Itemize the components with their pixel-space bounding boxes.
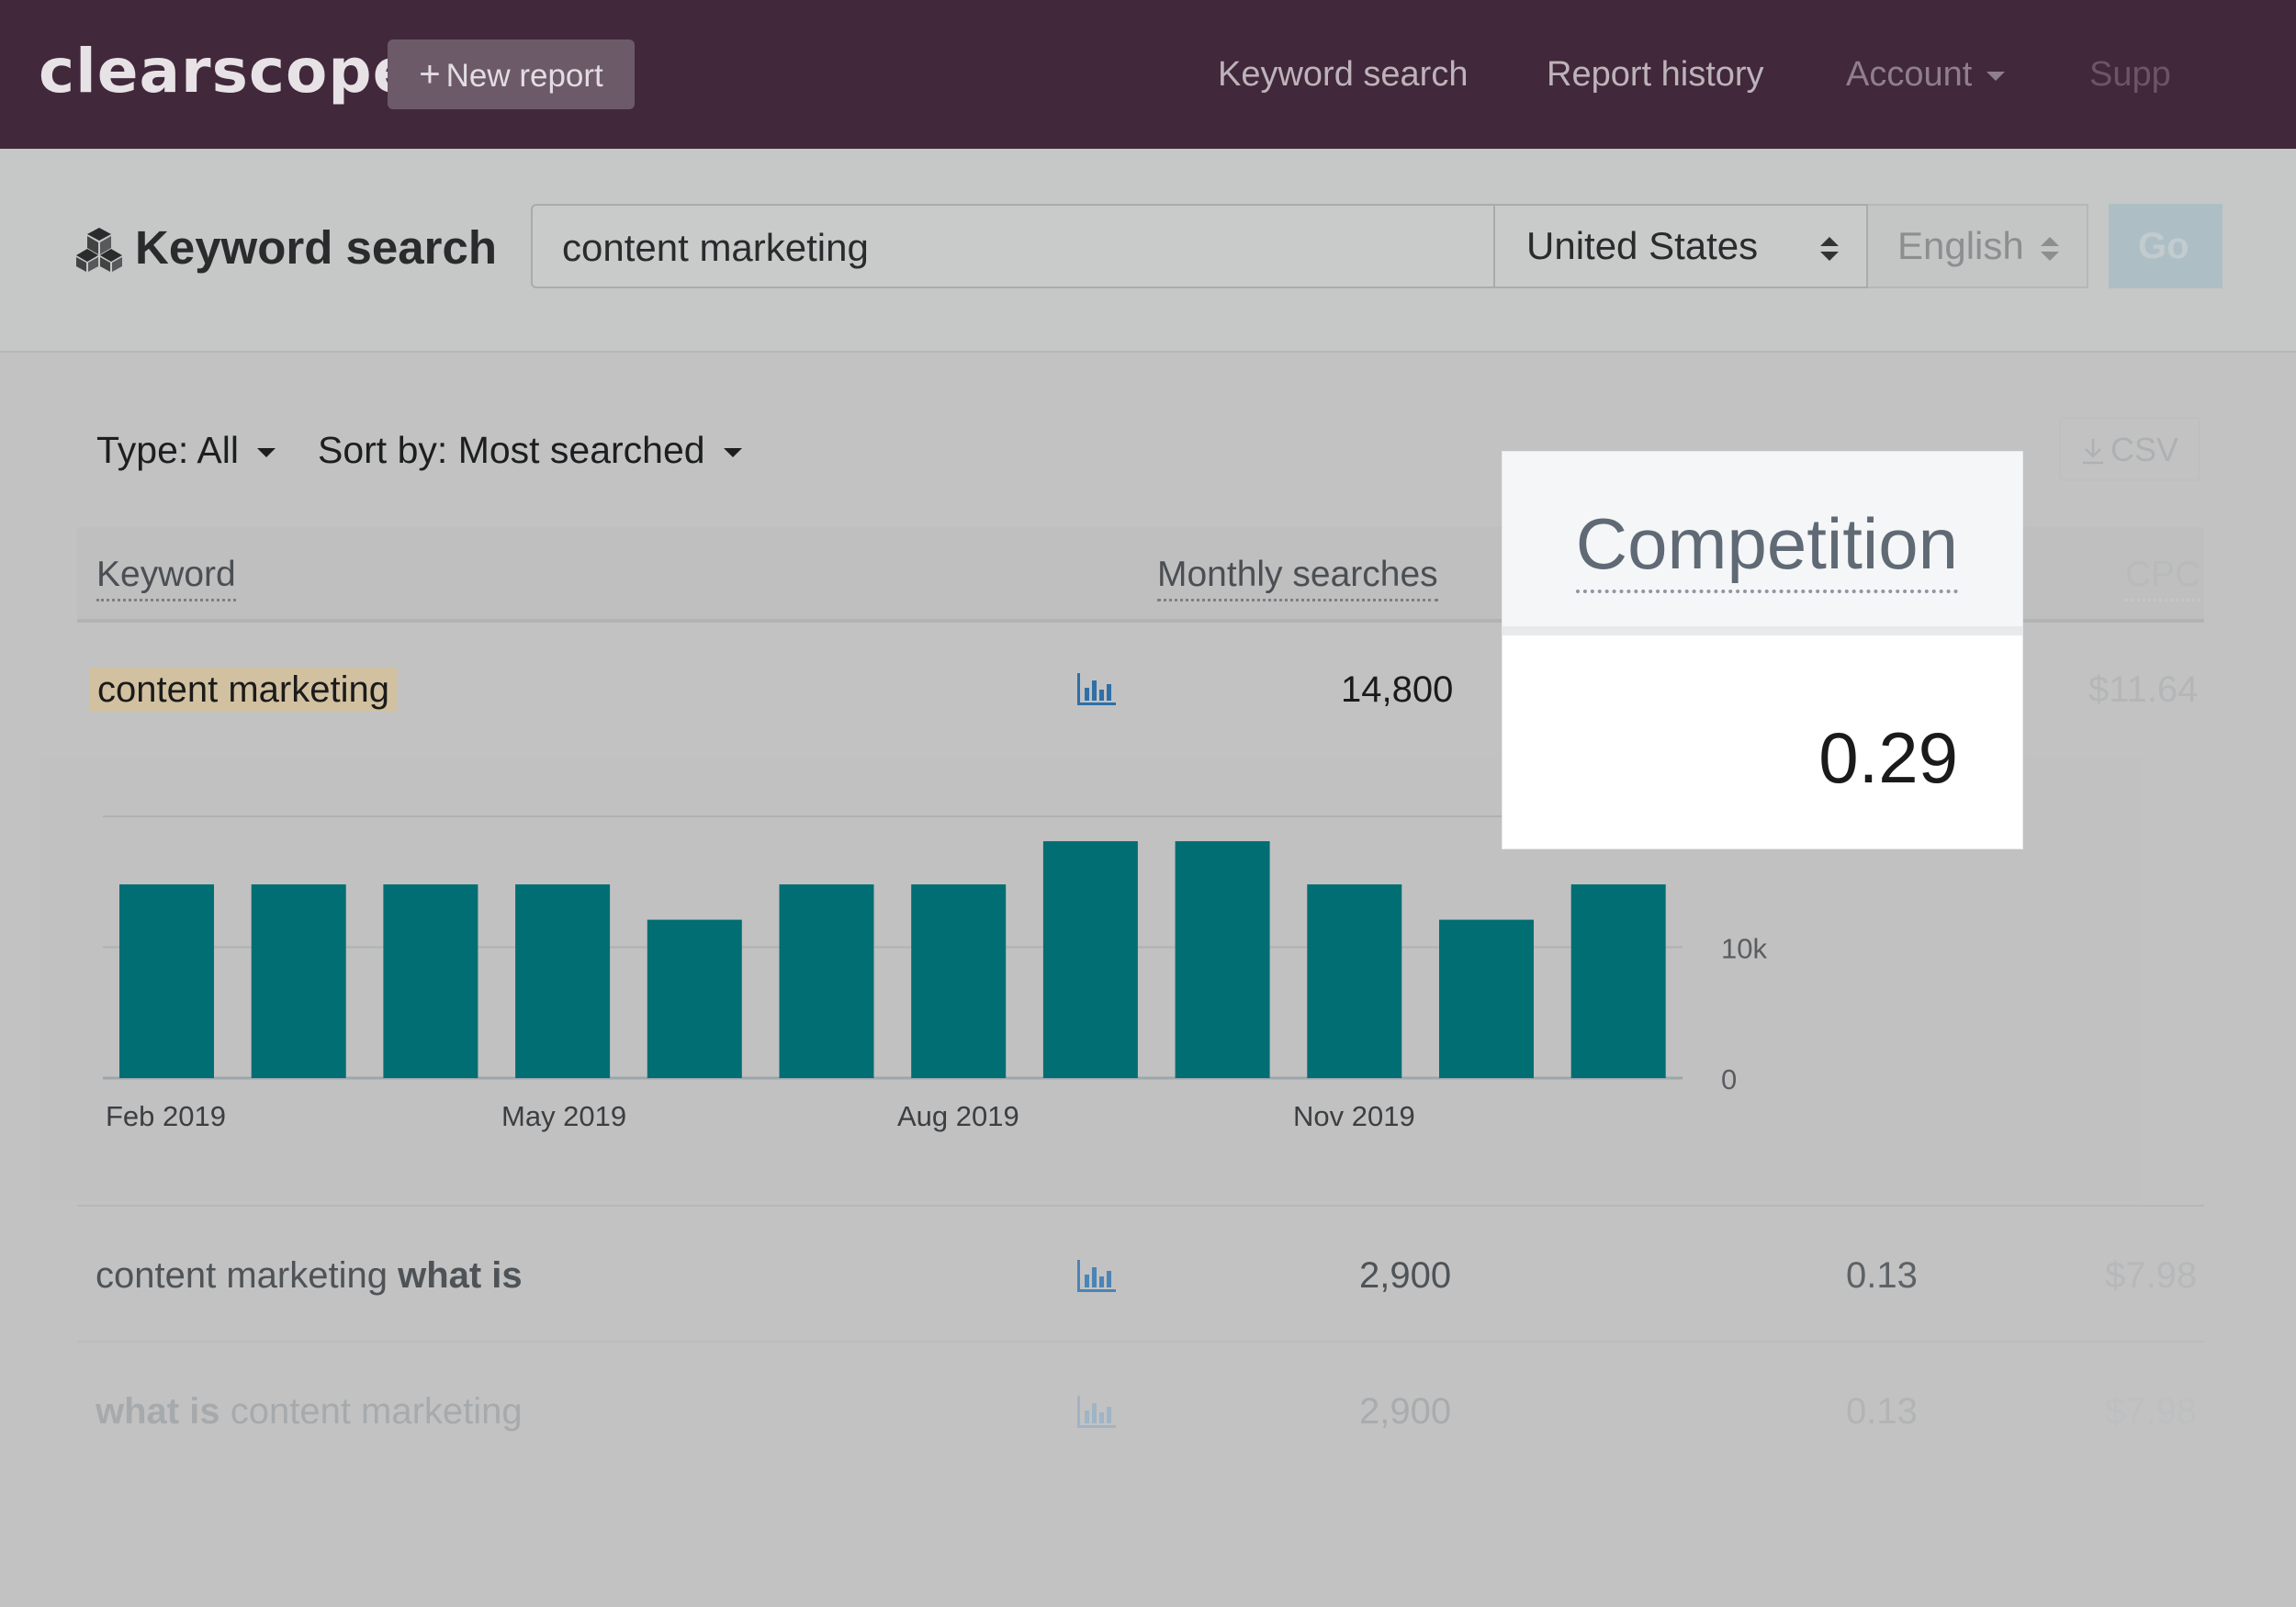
chart-bar[interactable]: [515, 884, 611, 1078]
sort-by-dropdown[interactable]: Sort by: Most searched: [318, 424, 742, 476]
language-select-value: English: [1897, 224, 2024, 267]
chevron-down-icon: [723, 448, 742, 458]
keyword-bold: what is: [398, 1255, 523, 1296]
cpc-value: $7.98: [2105, 1391, 2198, 1432]
country-select[interactable]: United States: [1495, 204, 1868, 288]
nav-support-clip: Supp: [2085, 0, 2186, 149]
competition-value: 0.13: [1846, 1255, 1918, 1296]
monthly-searches-value: 2,900: [1359, 1255, 1452, 1296]
cpc-value: $7.98: [2105, 1255, 2198, 1296]
nav-account[interactable]: Account: [1846, 51, 2006, 98]
bar-chart-icon[interactable]: [1077, 1260, 1116, 1293]
table-row-keyword[interactable]: content marketing what is: [96, 1251, 523, 1300]
csv-label: CSV: [2110, 431, 2179, 468]
x-tick-label: Feb 2019: [106, 1100, 226, 1132]
col-keyword[interactable]: Keyword: [96, 551, 236, 601]
sort-updown-icon: [2041, 237, 2059, 261]
chart-bar[interactable]: [1175, 841, 1270, 1078]
sort-updown-icon: [1820, 237, 1839, 261]
type-filter-dropdown[interactable]: Type: All: [96, 424, 276, 476]
chart-bar[interactable]: [1307, 884, 1402, 1078]
keyword-bold: what is: [96, 1391, 220, 1432]
nav-account-label: Account: [1846, 55, 1973, 94]
top-navbar: clearscope + New report Keyword search Re…: [0, 0, 2296, 149]
new-report-button[interactable]: + New report: [388, 39, 635, 109]
keyword-plain: content marketing: [230, 1391, 523, 1432]
chart-bar[interactable]: [911, 884, 1007, 1078]
keyword-search-input[interactable]: content marketing: [531, 204, 1495, 288]
chart-bar[interactable]: [251, 884, 346, 1078]
cpc-value: $11.64: [2088, 669, 2199, 710]
download-icon: [2082, 439, 2103, 465]
language-select[interactable]: English: [1868, 204, 2088, 288]
brand-logo[interactable]: clearscope: [39, 36, 415, 107]
keyword-plain: content marketing: [96, 1255, 388, 1296]
nav-keyword-search[interactable]: Keyword search: [1218, 55, 1469, 94]
monthly-searches-value: 2,900: [1359, 1391, 1452, 1432]
nav-report-history[interactable]: Report history: [1547, 55, 1764, 94]
type-filter-value: All: [197, 429, 239, 471]
cubes-icon: [76, 228, 122, 272]
bar-chart-icon[interactable]: [1077, 673, 1116, 706]
page-title: Keyword search: [135, 221, 498, 274]
type-filter-label: Type:: [96, 429, 189, 471]
chart-bar[interactable]: [1042, 841, 1138, 1078]
csv-download-button[interactable]: CSV: [2059, 417, 2200, 481]
chart-bar[interactable]: [1439, 919, 1534, 1078]
monthly-searches-value: 14,800: [1341, 669, 1454, 710]
competition-header-cell: Competition: [1503, 452, 2022, 635]
chart-bar[interactable]: [119, 884, 214, 1078]
col-cpc[interactable]: CPC: [2125, 551, 2201, 601]
keyword-highlight: content marketing: [90, 668, 397, 712]
chevron-down-icon: [257, 448, 276, 458]
x-tick-label: Aug 2019: [897, 1100, 1019, 1132]
x-tick-label: Nov 2019: [1293, 1100, 1415, 1132]
new-report-label: New report: [445, 58, 603, 94]
plus-icon: +: [419, 54, 441, 95]
sort-by-label: Sort by:: [318, 429, 448, 471]
go-button[interactable]: Go: [2109, 204, 2223, 288]
chart-bar[interactable]: [383, 884, 478, 1078]
y-tick-label: 10k: [1721, 933, 1767, 965]
search-section: Keyword search content marketing United …: [0, 149, 2296, 353]
nav-support[interactable]: Supp: [2089, 55, 2171, 94]
row-divider: [77, 1341, 2204, 1343]
chart-bar[interactable]: [779, 884, 874, 1078]
y-tick-label: 0: [1721, 1063, 1737, 1096]
x-tick-label: May 2019: [501, 1100, 626, 1132]
table-row-keyword[interactable]: what is content marketing: [96, 1387, 523, 1436]
chart-bar[interactable]: [1570, 884, 1666, 1078]
competition-spotlight-card: Competition 0.29: [1503, 452, 2022, 848]
chevron-down-icon: [1986, 71, 2006, 81]
bar-chart-icon[interactable]: [1077, 1396, 1116, 1429]
chart-bar[interactable]: [647, 919, 742, 1078]
table-row-keyword[interactable]: content marketing: [90, 665, 397, 714]
competition-value: 0.13: [1846, 1391, 1918, 1432]
competition-value: 0.29: [1818, 717, 1958, 798]
row-divider: [77, 1205, 2204, 1207]
col-monthly-searches[interactable]: Monthly searches: [1157, 551, 1438, 601]
country-select-value: United States: [1526, 224, 1759, 267]
sort-by-value: Most searched: [457, 429, 705, 471]
col-competition[interactable]: Competition: [1575, 498, 1958, 593]
